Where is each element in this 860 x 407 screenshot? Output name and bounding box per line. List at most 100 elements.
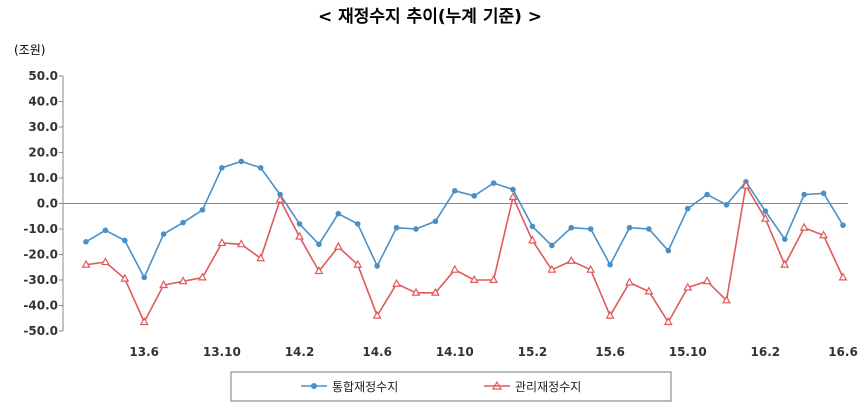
data-point-series-1: [219, 165, 225, 171]
data-point-series-2: [236, 239, 246, 248]
data-point-series-2: [198, 272, 207, 281]
data-point-series-1: [607, 261, 613, 268]
data-point-series-1: [141, 274, 148, 281]
x-tick-label: 16.6: [828, 345, 858, 359]
data-point-series-1: [83, 238, 89, 245]
data-point-series-2: [625, 277, 634, 286]
data-point-series-2: [411, 287, 421, 296]
y-tick-label: -10.0: [23, 222, 58, 236]
data-point-series-1: [665, 247, 672, 254]
legend-label-series-1: 통합재정수지: [332, 380, 398, 394]
data-point-series-2: [489, 274, 499, 283]
data-point-series-1: [568, 224, 575, 231]
data-point-series-2: [450, 264, 460, 273]
x-tick-label: 13.10: [203, 345, 241, 359]
x-tick-label: 14.6: [362, 345, 392, 359]
data-point-series-2: [702, 276, 712, 285]
y-tick-label: 20.0: [28, 146, 58, 160]
data-point-series-1: [646, 226, 652, 232]
series-layer: [81, 158, 848, 326]
data-point-series-1: [704, 191, 710, 198]
data-point-series-1: [840, 222, 846, 228]
x-tick-label: 14.2: [285, 345, 315, 359]
y-tick-label: 50.0: [28, 69, 58, 83]
data-point-series-2: [314, 266, 324, 275]
data-point-series-2: [159, 280, 169, 289]
data-point-series-2: [295, 231, 304, 240]
data-point-series-1: [723, 201, 730, 208]
data-point-series-1: [510, 186, 516, 193]
data-point-series-2: [547, 264, 557, 273]
legend-label-series-2: 관리재정수지: [515, 380, 581, 394]
data-point-series-1: [587, 226, 594, 232]
data-point-series-1: [781, 236, 788, 242]
chart-title: < 재정수지 추이(누계 기준) >: [318, 7, 542, 27]
data-point-series-2: [217, 237, 227, 247]
data-point-series-2: [683, 282, 693, 291]
y-tick-label: -20.0: [23, 248, 58, 262]
data-point-series-1: [296, 221, 303, 227]
data-point-series-2: [120, 273, 130, 282]
y-tick-label: 0.0: [37, 197, 58, 211]
y-tick-label: -30.0: [23, 273, 58, 287]
data-point-series-1: [393, 224, 400, 231]
data-point-series-2: [139, 317, 149, 326]
data-point-series-1: [277, 191, 283, 198]
data-point-series-2: [741, 180, 751, 189]
x-tick-label: 15.2: [518, 345, 548, 359]
y-tick-label: 10.0: [28, 171, 58, 185]
x-tick-label: 15.10: [669, 345, 707, 359]
data-point-series-1: [238, 158, 245, 165]
data-point-series-1: [122, 237, 128, 244]
data-point-series-2: [644, 286, 654, 295]
data-point-series-2: [256, 253, 266, 262]
data-point-series-1: [102, 227, 109, 234]
data-point-series-2: [392, 278, 401, 287]
data-point-series-1: [801, 191, 807, 198]
legend-marker-series-2: [491, 380, 503, 390]
data-point-series-1: [432, 218, 439, 225]
data-point-series-2: [333, 241, 343, 250]
y-tick-label: -40.0: [23, 299, 58, 313]
series-line-1: [85, 160, 844, 280]
data-point-series-1: [684, 205, 691, 212]
data-point-series-2: [586, 264, 596, 273]
data-point-series-1: [490, 180, 497, 186]
legend-box: [230, 371, 672, 402]
data-point-series-1: [180, 219, 186, 226]
data-point-series-2: [100, 257, 110, 266]
data-point-series-1: [257, 165, 264, 171]
y-tick-label: 40.0: [28, 95, 58, 109]
data-point-series-2: [528, 235, 537, 244]
data-point-series-2: [275, 194, 285, 203]
x-tick-label: 15.6: [595, 345, 625, 359]
data-point-series-2: [508, 192, 518, 201]
data-point-series-1: [199, 207, 206, 213]
data-point-series-1: [626, 224, 633, 231]
data-point-series-1: [413, 226, 419, 232]
y-tick-label: -50.0: [23, 324, 58, 338]
data-point-series-1: [529, 223, 536, 230]
x-tick-label: 13.6: [129, 345, 159, 359]
data-point-series-2: [430, 287, 440, 296]
data-point-series-2: [605, 310, 615, 319]
data-point-series-2: [819, 230, 829, 239]
data-point-series-2: [81, 259, 91, 268]
data-point-series-1: [549, 242, 555, 249]
data-point-series-1: [335, 210, 342, 217]
data-point-series-1: [451, 187, 458, 194]
y-axis-ticks: 50.0 40.0 30.0 20.0 10.0 0.0 -10.0 -20.0 -30.0 -4…: [23, 69, 63, 338]
data-point-series-1: [762, 208, 769, 214]
data-point-series-2: [663, 317, 673, 326]
y-axis-unit-label: (조원): [14, 43, 45, 57]
series-line-2: [85, 183, 844, 324]
data-point-series-2: [838, 272, 848, 281]
x-tick-label: 14.10: [436, 345, 474, 359]
data-point-series-2: [799, 222, 809, 231]
x-axis-ticks: 13.6 13.10 14.2 14.6 14.10 15.2 15.6 15.10 16.2 1…: [129, 345, 857, 359]
data-point-series-2: [353, 259, 363, 268]
legend-marker-series-1: [311, 383, 317, 389]
data-point-series-1: [160, 231, 167, 237]
y-tick-label: 30.0: [28, 120, 58, 134]
